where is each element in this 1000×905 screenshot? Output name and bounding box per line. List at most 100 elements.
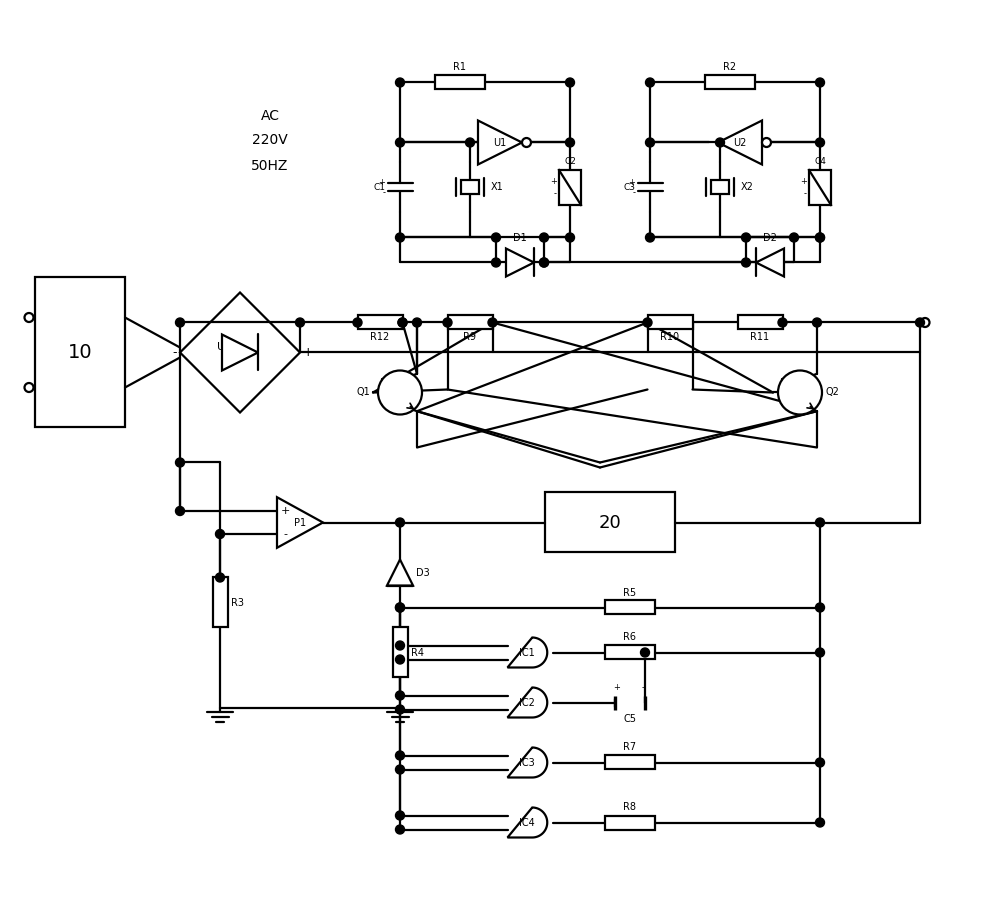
Circle shape (816, 648, 824, 657)
Bar (448, 316, 492, 329)
Polygon shape (180, 292, 300, 413)
Circle shape (816, 818, 824, 827)
Polygon shape (506, 249, 534, 277)
Circle shape (643, 318, 652, 327)
Circle shape (396, 765, 404, 774)
Text: +: + (550, 177, 557, 186)
Circle shape (812, 318, 822, 327)
Circle shape (413, 318, 422, 327)
Text: -: - (633, 188, 636, 197)
Text: R10: R10 (660, 332, 680, 342)
Text: IC2: IC2 (519, 698, 535, 708)
Bar (705, 75, 755, 90)
Circle shape (816, 138, 824, 147)
Bar (35, 278, 125, 427)
Text: +: + (379, 178, 386, 187)
Polygon shape (508, 748, 547, 777)
Circle shape (566, 138, 574, 147)
Circle shape (540, 233, 548, 242)
Text: R3: R3 (230, 597, 244, 607)
Circle shape (522, 138, 531, 147)
Text: -: - (642, 683, 644, 692)
Bar (648, 316, 692, 329)
Polygon shape (478, 120, 522, 165)
Circle shape (176, 507, 184, 516)
Text: D2: D2 (763, 233, 777, 243)
Text: U1: U1 (493, 138, 507, 148)
Circle shape (816, 233, 824, 242)
Text: Q1: Q1 (356, 387, 370, 397)
Bar (738, 316, 782, 329)
Text: R8: R8 (624, 803, 637, 813)
Circle shape (216, 573, 224, 582)
Text: C3: C3 (624, 183, 636, 192)
Text: -: - (554, 189, 557, 198)
Text: 50HZ: 50HZ (251, 158, 289, 173)
Text: C2: C2 (564, 157, 576, 166)
Circle shape (540, 258, 548, 267)
Bar (392, 627, 408, 678)
Circle shape (816, 758, 824, 767)
Circle shape (646, 138, 654, 147)
Text: R6: R6 (624, 633, 637, 643)
Circle shape (646, 233, 654, 242)
Circle shape (176, 458, 184, 467)
Circle shape (640, 648, 650, 657)
Circle shape (396, 138, 404, 147)
Circle shape (816, 518, 824, 527)
Circle shape (378, 370, 422, 414)
Circle shape (396, 78, 404, 87)
Bar (605, 756, 655, 769)
Circle shape (396, 641, 404, 650)
Circle shape (176, 318, 184, 327)
Bar (545, 492, 675, 552)
Text: C1: C1 (374, 183, 386, 192)
Polygon shape (277, 497, 323, 548)
Text: 220V: 220V (252, 134, 288, 148)
Bar (358, 316, 402, 329)
Bar (212, 577, 228, 627)
Bar (605, 815, 655, 830)
Text: -: - (382, 188, 386, 197)
Circle shape (492, 258, 501, 267)
Circle shape (396, 603, 404, 612)
Text: -: - (283, 529, 287, 539)
Text: R7: R7 (623, 742, 637, 752)
Text: IC4: IC4 (519, 817, 535, 827)
Text: D3: D3 (416, 567, 430, 577)
Text: +: + (800, 177, 807, 186)
Circle shape (396, 233, 404, 242)
Text: D1: D1 (513, 233, 527, 243)
Text: R1: R1 (454, 62, 466, 72)
Circle shape (816, 233, 824, 242)
Circle shape (398, 318, 407, 327)
Circle shape (398, 318, 407, 327)
Circle shape (790, 233, 798, 242)
Bar (435, 75, 485, 90)
Circle shape (396, 811, 404, 820)
Circle shape (24, 313, 34, 322)
Text: U: U (217, 342, 225, 353)
Circle shape (762, 138, 771, 147)
Circle shape (466, 138, 475, 147)
Circle shape (778, 370, 822, 414)
Polygon shape (718, 120, 762, 165)
Circle shape (353, 318, 362, 327)
Circle shape (566, 78, 574, 87)
Text: AC: AC (260, 109, 280, 122)
Circle shape (488, 318, 497, 327)
Circle shape (920, 318, 930, 327)
Text: +: + (303, 346, 314, 359)
Circle shape (396, 751, 404, 760)
Text: R5: R5 (623, 587, 637, 597)
Text: X1: X1 (491, 183, 504, 193)
Polygon shape (508, 807, 547, 837)
Bar (559, 170, 581, 205)
Circle shape (396, 691, 404, 700)
Text: U2: U2 (733, 138, 747, 148)
Circle shape (396, 655, 404, 664)
Circle shape (816, 603, 824, 612)
Circle shape (492, 233, 501, 242)
Polygon shape (508, 688, 547, 718)
Text: 20: 20 (599, 513, 621, 531)
